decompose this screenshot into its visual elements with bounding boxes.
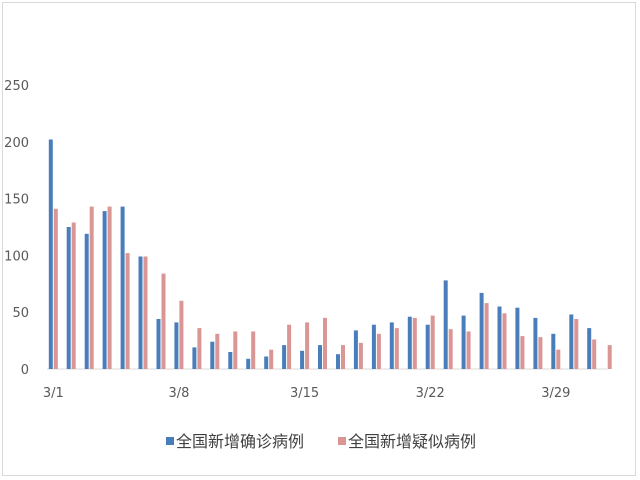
bar-confirmed	[210, 341, 215, 369]
bar-confirmed	[84, 233, 89, 369]
bar-confirmed	[282, 345, 287, 369]
bar-confirmed	[587, 328, 592, 369]
y-axis: 0 50 100 150 200 250	[4, 79, 29, 378]
bar-confirmed	[497, 306, 502, 369]
bar-confirmed	[48, 139, 53, 369]
bar-confirmed	[264, 356, 269, 369]
bar-confirmed	[569, 314, 574, 369]
bar-confirmed	[66, 227, 71, 369]
bar-confirmed	[120, 206, 125, 369]
bar-confirmed	[192, 347, 197, 369]
bar-suspected	[215, 333, 220, 369]
bar-suspected	[125, 253, 130, 369]
bar-confirmed	[533, 317, 538, 369]
bar-suspected	[71, 222, 76, 369]
bar-confirmed	[336, 354, 340, 369]
bar-confirmed	[174, 322, 179, 369]
bar-confirmed	[228, 352, 233, 369]
bar-confirmed	[138, 256, 143, 369]
bar-suspected	[197, 328, 202, 369]
y-tick-label: 0	[21, 363, 29, 378]
bar-confirmed	[300, 350, 305, 369]
bar-suspected	[502, 313, 507, 369]
bar-suspected	[412, 317, 417, 369]
y-tick-label: 200	[4, 136, 29, 151]
bar-suspected	[269, 349, 274, 369]
bar-confirmed	[156, 319, 161, 369]
bar-suspected	[607, 345, 612, 369]
bar-confirmed	[425, 324, 430, 369]
bar-suspected	[341, 345, 345, 369]
y-tick-label: 50	[12, 306, 29, 321]
legend-swatch-suspected	[338, 437, 346, 445]
y-tick-label: 100	[4, 249, 29, 264]
bar-suspected	[430, 315, 435, 369]
bar-confirmed	[479, 292, 484, 369]
bar-confirmed	[246, 358, 251, 369]
y-tick-label: 150	[4, 193, 29, 208]
legend: 全国新增确诊病例 全国新增疑似病例	[166, 432, 476, 451]
bar-suspected	[251, 331, 256, 369]
x-tick-label: 3/8	[168, 386, 189, 401]
x-tick-label: 3/29	[541, 386, 570, 401]
bar-suspected	[376, 333, 381, 369]
bar-suspected	[233, 331, 238, 369]
bar-confirmed	[551, 333, 556, 369]
legend-label-suspected: 全国新增疑似病例	[348, 432, 476, 451]
bar-suspected	[484, 303, 489, 369]
bar-suspected	[538, 337, 543, 369]
bar-confirmed	[318, 345, 322, 369]
chart-frame: 0 50 100 150 200 250 3/1 3/8 3/15 3/22 3/29 全国新增确…	[2, 2, 636, 476]
legend-swatch-confirmed	[166, 437, 174, 445]
bar-suspected	[394, 328, 399, 369]
bar-confirmed	[461, 315, 466, 369]
bar-suspected	[358, 342, 363, 369]
bar-confirmed	[443, 280, 448, 369]
bar-suspected	[466, 331, 471, 369]
bar-suspected	[287, 324, 292, 369]
bar-confirmed	[389, 322, 394, 369]
bar-suspected	[161, 273, 166, 369]
bar-confirmed	[102, 211, 107, 369]
bar-suspected	[520, 336, 525, 369]
bar-suspected	[323, 317, 327, 369]
chart-svg: 0 50 100 150 200 250 3/1 3/8 3/15 3/22 3/29 全国新增确…	[4, 79, 612, 451]
bar-suspected	[179, 300, 184, 369]
bar-suspected	[305, 322, 310, 369]
bar-suspected	[448, 329, 453, 369]
bar-suspected	[53, 208, 58, 369]
y-tick-label: 250	[4, 79, 29, 94]
x-tick-label: 3/15	[290, 386, 319, 401]
x-tick-label: 3/22	[416, 386, 445, 401]
x-tick-label: 3/1	[43, 386, 64, 401]
bar-suspected	[574, 319, 579, 369]
bar-confirmed	[371, 324, 376, 369]
bar-confirmed	[515, 307, 520, 369]
bar-suspected	[143, 256, 148, 369]
bar-confirmed	[353, 330, 358, 369]
bar-suspected	[556, 349, 561, 369]
bars	[48, 139, 612, 369]
bar-suspected	[107, 206, 112, 369]
bar-suspected	[89, 206, 94, 369]
bar-suspected	[592, 339, 597, 369]
legend-label-confirmed: 全国新增确诊病例	[176, 432, 304, 451]
bar-confirmed	[407, 316, 412, 369]
x-axis: 3/1 3/8 3/15 3/22 3/29	[43, 386, 571, 401]
